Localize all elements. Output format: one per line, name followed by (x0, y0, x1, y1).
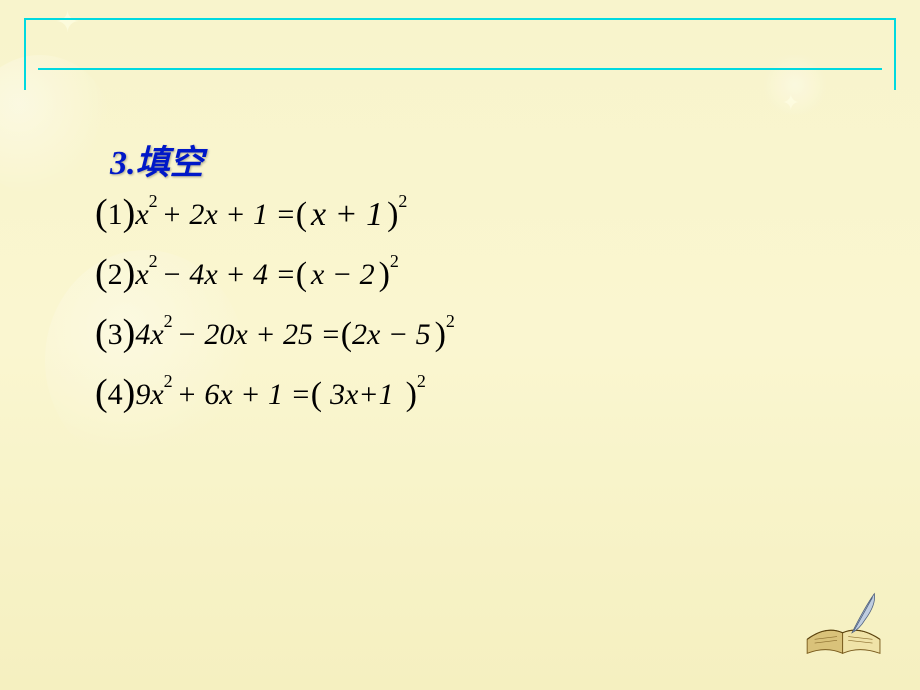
lhs-rest: − 4x + 4 = (162, 260, 296, 290)
answer: 2x − 5 (352, 320, 431, 350)
title-frame-inner (38, 68, 882, 70)
equation-2: (2) x2 − 4x + 4 = (x − 2)2 (95, 245, 455, 305)
lhs-term: 4x (135, 320, 163, 350)
eq-num: 4 (108, 380, 123, 410)
section-heading: 3.填空 (110, 135, 204, 184)
book-quill-icon (797, 588, 892, 658)
lhs-rest: + 2x + 1 = (162, 200, 296, 230)
equations-block: (1) x2 + 2x + 1 = (x + 1)2 (2) x2 − 4x +… (95, 185, 455, 425)
lhs-rest: + 6x + 1 = (177, 380, 311, 410)
lhs-term: x (135, 200, 148, 230)
eq-num: 1 (108, 200, 123, 230)
answer: 3x+1 (330, 380, 394, 410)
answer: x + 1 (311, 198, 383, 232)
eq-num: 3 (108, 320, 123, 350)
equation-4: (4) 9x2 + 6x + 1 = (3x+1)2 (95, 365, 455, 425)
eq-num: 2 (108, 260, 123, 290)
lhs-term: 9x (135, 380, 163, 410)
title-frame (24, 18, 896, 90)
lhs-rest: − 20x + 25 = (177, 320, 341, 350)
equation-1: (1) x2 + 2x + 1 = (x + 1)2 (95, 185, 455, 245)
answer: x − 2 (311, 260, 375, 290)
equation-3: (3) 4x2 − 20x + 25 = (2x − 5)2 (95, 305, 455, 365)
star-icon: ✦ (782, 90, 800, 116)
lhs-term: x (135, 260, 148, 290)
